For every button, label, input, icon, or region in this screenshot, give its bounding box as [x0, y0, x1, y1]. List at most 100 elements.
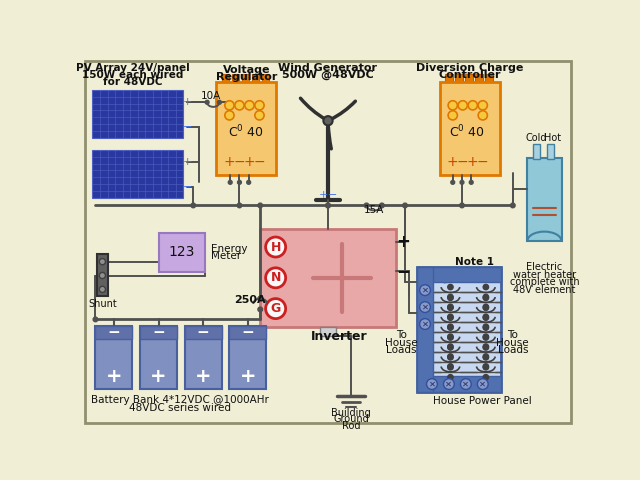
Circle shape: [483, 304, 488, 310]
Bar: [417, 267, 433, 392]
Bar: [185, 325, 221, 389]
Text: +: +: [223, 155, 236, 168]
Text: +: +: [182, 157, 192, 168]
Text: 150W each wired: 150W each wired: [82, 70, 183, 80]
Text: −: −: [108, 325, 120, 340]
Bar: [92, 150, 183, 198]
Bar: [417, 376, 501, 392]
Bar: [216, 82, 276, 175]
Bar: [440, 82, 500, 175]
Text: Energy: Energy: [211, 243, 248, 253]
Text: −: −: [152, 325, 165, 340]
Text: N: N: [271, 271, 281, 284]
Circle shape: [478, 111, 488, 120]
Bar: [475, 74, 483, 84]
Text: House: House: [497, 337, 529, 348]
Circle shape: [228, 180, 232, 184]
Text: 250A: 250A: [234, 295, 265, 305]
Circle shape: [448, 335, 453, 340]
Bar: [242, 74, 250, 84]
Bar: [95, 325, 132, 339]
Circle shape: [93, 317, 98, 322]
Text: Hot: Hot: [544, 132, 561, 143]
Circle shape: [326, 203, 330, 208]
Text: ✕: ✕: [462, 380, 469, 389]
Circle shape: [483, 365, 488, 370]
Text: PV Array 24V/panel: PV Array 24V/panel: [76, 63, 189, 73]
Text: ✕: ✕: [422, 286, 429, 295]
Circle shape: [255, 101, 264, 110]
Circle shape: [483, 325, 488, 330]
Circle shape: [427, 379, 437, 389]
Circle shape: [225, 111, 234, 120]
Text: ✕: ✕: [422, 302, 429, 312]
Circle shape: [448, 315, 453, 320]
Bar: [97, 254, 108, 296]
Bar: [140, 325, 177, 339]
Circle shape: [266, 299, 285, 319]
Text: Voltage: Voltage: [223, 65, 270, 75]
Circle shape: [483, 284, 488, 290]
Circle shape: [258, 296, 262, 301]
Text: −: −: [477, 155, 488, 168]
Text: −: −: [234, 155, 245, 168]
Text: +: +: [319, 190, 328, 200]
Text: 500W @48VDC: 500W @48VDC: [282, 70, 374, 81]
Text: −: −: [197, 325, 210, 340]
Circle shape: [191, 203, 196, 208]
Text: −: −: [253, 155, 266, 168]
Text: for 48VDC: for 48VDC: [102, 77, 162, 87]
Circle shape: [380, 203, 384, 208]
Circle shape: [451, 180, 454, 184]
Circle shape: [448, 111, 458, 120]
Circle shape: [448, 345, 453, 350]
Text: Loads: Loads: [497, 345, 528, 355]
Text: ✕: ✕: [428, 380, 435, 389]
Circle shape: [444, 379, 454, 389]
Text: 48V element: 48V element: [513, 285, 575, 295]
Bar: [455, 74, 463, 84]
Circle shape: [483, 364, 488, 369]
Text: −: −: [457, 155, 468, 168]
Circle shape: [478, 101, 488, 110]
Circle shape: [258, 307, 262, 312]
Text: Note 1: Note 1: [455, 257, 494, 267]
Circle shape: [448, 304, 453, 310]
Circle shape: [255, 111, 264, 120]
Text: +: +: [447, 155, 458, 168]
Bar: [252, 74, 259, 84]
Circle shape: [448, 344, 453, 349]
Bar: [445, 74, 452, 84]
Circle shape: [483, 335, 488, 340]
Text: 48VDC series wired: 48VDC series wired: [129, 403, 231, 413]
Text: House Power Panel: House Power Panel: [433, 396, 531, 406]
Circle shape: [448, 101, 458, 110]
Circle shape: [266, 237, 285, 257]
Bar: [547, 144, 554, 159]
Text: Building: Building: [332, 408, 371, 418]
Text: Shunt: Shunt: [88, 299, 116, 309]
Circle shape: [483, 314, 488, 320]
Text: +: +: [182, 97, 192, 107]
Text: 10A: 10A: [201, 91, 221, 101]
Circle shape: [364, 203, 369, 208]
Text: Loads: Loads: [386, 345, 417, 355]
Circle shape: [247, 180, 251, 184]
Text: Battery Bank 4*12VDC @1000AHr: Battery Bank 4*12VDC @1000AHr: [92, 395, 269, 405]
Circle shape: [448, 334, 453, 339]
Text: To: To: [508, 330, 518, 340]
Text: ✕: ✕: [479, 380, 486, 389]
Text: H: H: [271, 240, 281, 253]
Text: +: +: [106, 367, 122, 386]
Bar: [159, 233, 205, 272]
Circle shape: [483, 294, 488, 300]
Circle shape: [448, 355, 453, 360]
Bar: [417, 267, 501, 282]
Bar: [533, 144, 540, 159]
Circle shape: [326, 203, 330, 208]
Bar: [262, 74, 269, 84]
Circle shape: [460, 180, 464, 184]
Circle shape: [448, 314, 453, 320]
Circle shape: [468, 101, 477, 110]
Bar: [230, 325, 266, 389]
